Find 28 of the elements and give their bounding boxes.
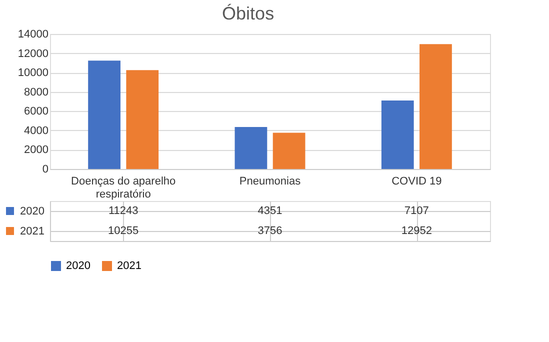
text: 2021 xyxy=(20,226,44,238)
y-tick-label: 10000 xyxy=(18,67,48,80)
y-tick-label: 2000 xyxy=(24,144,48,156)
bar xyxy=(272,132,306,169)
data-label: 4351 xyxy=(258,205,282,217)
bar xyxy=(234,127,268,169)
y-tick-label: 14000 xyxy=(18,28,48,40)
data-label: 3756 xyxy=(258,225,282,237)
y-tick-label: 4000 xyxy=(24,124,48,137)
bar xyxy=(88,60,120,169)
text: 2020 xyxy=(66,260,90,272)
chart-title: Óbitos xyxy=(222,4,274,24)
data-label: 7107 xyxy=(404,205,429,217)
y-tick-label: 6000 xyxy=(24,106,48,118)
y-tick-label: 8000 xyxy=(24,86,48,98)
y-tick-label: 12000 xyxy=(18,48,48,60)
bar xyxy=(381,100,414,169)
x-tick-label: Doenças do aparelho respiratório xyxy=(71,176,176,200)
x-tick-label: Pneumonias xyxy=(239,176,302,188)
data-label: 12952 xyxy=(401,225,432,237)
data-label: 11243 xyxy=(108,205,138,217)
x-tick-label: COVID 19 xyxy=(392,176,442,188)
y-tick-label: 0 xyxy=(42,164,48,176)
legend-label: 2020 xyxy=(20,206,44,218)
bar xyxy=(126,70,159,169)
bar xyxy=(420,44,452,169)
legend-label: 2021 xyxy=(117,260,142,272)
data-label: 10255 xyxy=(108,225,139,237)
